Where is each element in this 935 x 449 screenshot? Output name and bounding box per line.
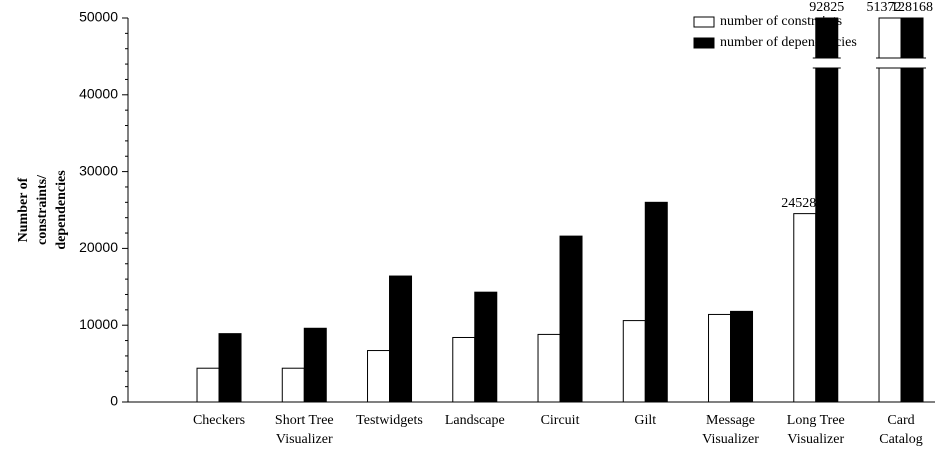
- value-label: 92825: [809, 0, 844, 15]
- y-tick-label: 10000: [79, 316, 118, 332]
- y-tick-label: 30000: [79, 162, 118, 178]
- bar: [367, 350, 391, 403]
- bar: [793, 213, 817, 403]
- bar: [815, 17, 839, 403]
- legend-swatch: [693, 16, 715, 28]
- x-tick-label: Long Tree Visualizer: [787, 413, 845, 447]
- y-tick-label: 20000: [79, 239, 118, 255]
- y-tick-label: 40000: [79, 86, 118, 102]
- bar: [708, 313, 732, 403]
- x-tick-label: Landscape: [445, 413, 505, 428]
- bar: [878, 17, 902, 403]
- bar: [622, 320, 646, 403]
- bar: [303, 327, 327, 403]
- bar: [537, 333, 561, 403]
- bar: [389, 275, 413, 403]
- legend-label: number of constraints: [720, 14, 842, 29]
- x-tick-label: Gilt: [634, 413, 656, 428]
- y-axis-label: dependencies: [54, 170, 69, 250]
- y-axis-label: constraints/: [35, 174, 50, 245]
- bar: [218, 333, 242, 403]
- x-tick-label: Short Tree Visualizer: [275, 413, 334, 447]
- axis-break: [876, 58, 905, 68]
- y-tick-label: 0: [110, 393, 118, 409]
- legend-swatch: [693, 37, 715, 49]
- bar: [900, 17, 924, 403]
- value-label: 24528: [781, 196, 816, 211]
- x-tick-label: Circuit: [541, 413, 580, 428]
- x-tick-label: Testwidgets: [356, 413, 423, 428]
- axis-break: [898, 58, 927, 68]
- value-label: 128168: [891, 0, 933, 15]
- y-axis-label: Number of: [16, 177, 31, 242]
- legend-label: number of dependencies: [720, 35, 857, 50]
- value-label: 51372: [867, 0, 902, 15]
- bar: [644, 201, 668, 403]
- bar: [281, 367, 305, 403]
- bar: [452, 336, 476, 403]
- x-tick-label: Checkers: [193, 413, 245, 428]
- bar: [196, 367, 220, 403]
- bar: [730, 310, 754, 403]
- x-tick-label: Message Visualizer: [702, 413, 759, 447]
- bar: [559, 235, 583, 403]
- y-tick-label: 50000: [79, 9, 118, 25]
- x-tick-label: Card Catalog: [879, 413, 923, 447]
- axis-break: [812, 58, 841, 68]
- bar: [474, 291, 498, 403]
